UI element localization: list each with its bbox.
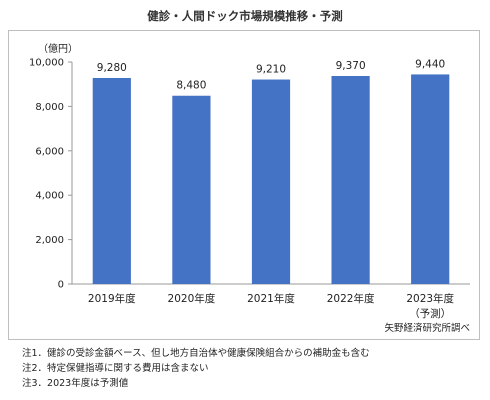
bar-value-label: 9,280 bbox=[97, 62, 127, 74]
y-tick-label: 2,000 bbox=[35, 235, 64, 246]
source-label: 矢野経済研究所調べ bbox=[384, 322, 470, 334]
footnotes: 注1．健診の受診金額ベース、但し地方自治体や健康保険組合からの補助金も含む 注2… bbox=[22, 346, 370, 391]
bar bbox=[411, 74, 450, 284]
y-tick-label: 8,000 bbox=[35, 102, 64, 113]
footnote-3: 注3．2023年度は予測値 bbox=[22, 378, 129, 389]
footnote-2: 注2．特定保健指導に関する費用は含まない bbox=[22, 363, 209, 374]
y-axis-unit-label: （億円） bbox=[38, 42, 78, 55]
x-tick-label: 2019年度 bbox=[88, 292, 136, 305]
x-tick-label: 2021年度 bbox=[247, 292, 295, 305]
bar-value-label: 8,480 bbox=[176, 80, 206, 92]
x-tick-label: 2020年度 bbox=[168, 292, 216, 305]
x-tick-sublabel: （予測） bbox=[409, 307, 451, 320]
footnote-1: 注1．健診の受診金額ベース、但し地方自治体や健康保険組合からの補助金も含む bbox=[22, 348, 370, 359]
y-tick-label: 6,000 bbox=[35, 146, 64, 157]
y-tick-label: 10,000 bbox=[29, 58, 64, 69]
chart-frame bbox=[8, 30, 480, 340]
y-tick-label: 4,000 bbox=[35, 191, 64, 202]
chart-title: 健診・人間ドック市場規模推移・予測 bbox=[147, 9, 343, 23]
bar bbox=[251, 79, 291, 285]
x-tick-label: 2023年度 bbox=[406, 292, 454, 305]
bar bbox=[172, 95, 211, 284]
y-tick-label: 0 bbox=[58, 280, 64, 291]
x-tick-label: 2022年度 bbox=[327, 292, 375, 305]
bar bbox=[331, 75, 370, 285]
bar-value-label: 9,210 bbox=[256, 64, 286, 76]
bar bbox=[92, 77, 131, 284]
bar-value-label: 9,370 bbox=[336, 60, 366, 72]
bar-value-label: 9,440 bbox=[415, 58, 445, 70]
